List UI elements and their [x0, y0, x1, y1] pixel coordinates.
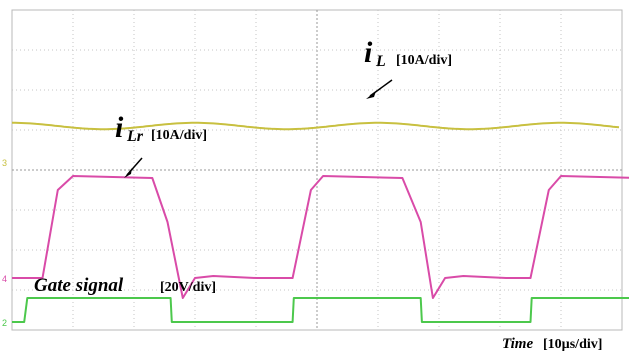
channel-markers: 3 4 2: [2, 158, 7, 328]
ilr-arrow-head: [124, 168, 132, 178]
ilr-label-sub: Lr: [126, 128, 144, 145]
chart-traces: [12, 121, 629, 323]
x-axis-unit: [10µs/div]: [543, 337, 602, 352]
ilr-label-main: i: [115, 111, 124, 144]
x-axis-title: Time: [502, 336, 533, 352]
channel-marker-1: 4: [2, 274, 7, 284]
il-label-sub: L: [375, 53, 386, 70]
series-label-gate: Gate signal [20V/div]: [34, 275, 216, 296]
il-label-unit: [10A/div]: [396, 53, 452, 68]
series-label-ilr: i Lr [10A/div]: [115, 111, 207, 145]
gate-label-unit: [20V/div]: [160, 280, 216, 295]
il-label-main: i: [364, 36, 373, 69]
trace-0: [12, 121, 620, 131]
trace-1: [12, 175, 629, 299]
ilr-label-unit: [10A/div]: [151, 128, 207, 143]
series-label-il: i L [10A/div]: [364, 36, 452, 70]
il-arrow-head: [366, 91, 376, 99]
channel-marker-2: 2: [2, 318, 7, 328]
x-axis-label: Time [10µs/div]: [502, 336, 602, 352]
gate-label-name: Gate signal: [34, 275, 124, 296]
channel-marker-0: 3: [2, 158, 7, 168]
trace-2: [12, 297, 629, 323]
chart-grid: [11, 9, 623, 331]
